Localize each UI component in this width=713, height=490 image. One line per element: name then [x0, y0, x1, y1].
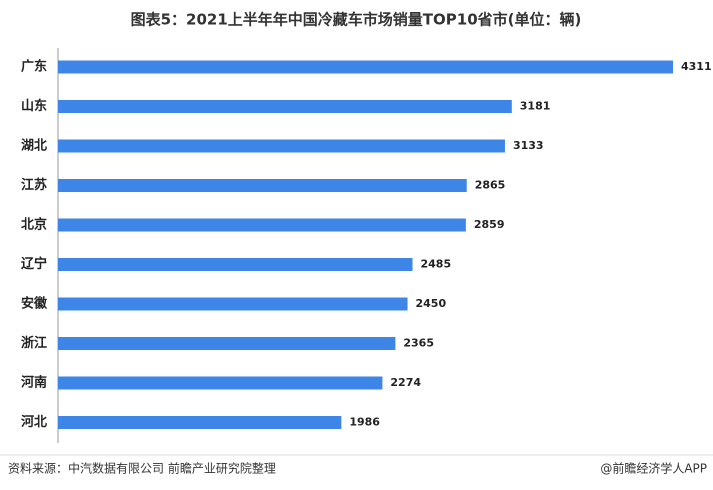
source-note: 资料来源：中汽数据有限公司 前瞻产业研究院整理 [8, 461, 276, 476]
bar [58, 60, 673, 74]
value-label: 1986 [349, 416, 380, 429]
bar [58, 179, 467, 192]
category-label: 山东 [21, 98, 47, 114]
category-label: 安徽 [21, 296, 48, 312]
bar [58, 258, 413, 271]
chart-title: 图表5：2021上半年年中国冷藏车市场销量TOP10省市(单位：辆) [131, 11, 582, 29]
category-label: 广东 [21, 59, 47, 75]
bar [58, 416, 342, 429]
bar [58, 139, 505, 153]
value-label: 2365 [403, 337, 434, 350]
value-label: 2450 [416, 297, 447, 310]
category-label: 辽宁 [21, 256, 47, 272]
value-label: 3133 [513, 139, 544, 152]
category-label: 河北 [21, 414, 47, 430]
bar [58, 218, 466, 232]
category-label: 北京 [21, 217, 47, 233]
category-label: 湖北 [21, 139, 47, 154]
bar [58, 337, 396, 350]
bar [58, 376, 383, 390]
value-label: 2865 [475, 179, 506, 192]
value-label: 2274 [390, 376, 421, 389]
value-label: 4311 [681, 60, 712, 73]
value-label: 3181 [520, 100, 551, 113]
category-label: 河南 [21, 375, 47, 391]
category-label: 浙江 [21, 335, 47, 351]
value-label: 2859 [474, 218, 505, 231]
bar [58, 100, 512, 113]
bar [58, 297, 408, 311]
value-label: 2485 [421, 258, 452, 271]
credit: @前瞻经济学人APP [600, 461, 707, 476]
category-label: 江苏 [21, 177, 47, 193]
